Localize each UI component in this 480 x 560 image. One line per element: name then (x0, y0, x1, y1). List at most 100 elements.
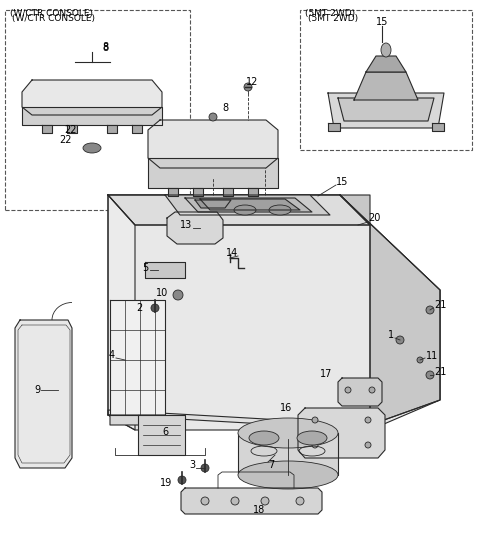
Text: 17: 17 (320, 369, 332, 379)
Text: 13: 13 (180, 220, 192, 230)
Polygon shape (108, 195, 440, 430)
Polygon shape (132, 125, 142, 133)
Circle shape (231, 497, 239, 505)
Polygon shape (148, 120, 278, 168)
Polygon shape (338, 98, 434, 121)
Polygon shape (138, 415, 185, 455)
Text: 2: 2 (136, 303, 142, 313)
Text: 5: 5 (142, 263, 148, 273)
Ellipse shape (238, 461, 338, 489)
Text: 18: 18 (253, 505, 265, 515)
Polygon shape (67, 125, 77, 133)
Circle shape (244, 83, 252, 91)
Bar (300, 10, 472, 150)
Polygon shape (165, 195, 330, 215)
Ellipse shape (297, 431, 327, 445)
Ellipse shape (238, 418, 338, 448)
Bar (5, 10, 190, 210)
Text: (W/CTR CONSOLE): (W/CTR CONSOLE) (12, 13, 95, 22)
Text: (5MT 2WD): (5MT 2WD) (305, 8, 355, 17)
Polygon shape (432, 123, 444, 131)
Polygon shape (108, 195, 370, 225)
Text: 14: 14 (226, 248, 238, 258)
Circle shape (312, 417, 318, 423)
Circle shape (201, 464, 209, 472)
Polygon shape (340, 195, 440, 425)
Text: 22: 22 (64, 125, 77, 135)
Text: 12: 12 (246, 77, 258, 87)
Polygon shape (108, 195, 135, 430)
Text: (5MT 2WD): (5MT 2WD) (308, 13, 358, 22)
Ellipse shape (249, 431, 279, 445)
Circle shape (261, 497, 269, 505)
Text: 20: 20 (368, 213, 380, 223)
Circle shape (426, 306, 434, 314)
Polygon shape (168, 188, 178, 196)
Polygon shape (338, 378, 382, 406)
Polygon shape (22, 107, 162, 125)
Text: 21: 21 (434, 367, 446, 377)
Circle shape (151, 304, 159, 312)
Text: 21: 21 (434, 300, 446, 310)
Ellipse shape (83, 143, 101, 153)
Circle shape (426, 371, 434, 379)
Circle shape (178, 476, 186, 484)
Text: 15: 15 (336, 177, 348, 187)
Polygon shape (340, 195, 440, 425)
Circle shape (396, 336, 404, 344)
Polygon shape (298, 408, 385, 458)
Text: 9: 9 (34, 385, 40, 395)
Text: 8: 8 (222, 103, 228, 113)
Polygon shape (22, 80, 162, 115)
Text: 6: 6 (162, 427, 168, 437)
Polygon shape (354, 72, 418, 100)
Ellipse shape (269, 205, 291, 215)
Polygon shape (15, 320, 72, 468)
Text: 4: 4 (109, 350, 115, 360)
Text: 19: 19 (160, 478, 172, 488)
Text: 22: 22 (60, 135, 72, 145)
Text: 8: 8 (102, 43, 108, 53)
Polygon shape (148, 158, 278, 188)
Polygon shape (193, 188, 203, 196)
Polygon shape (42, 125, 52, 133)
Polygon shape (110, 300, 165, 415)
Polygon shape (223, 188, 233, 196)
Polygon shape (366, 56, 406, 72)
Text: 3: 3 (189, 460, 195, 470)
Circle shape (296, 497, 304, 505)
Text: 16: 16 (280, 403, 292, 413)
Circle shape (417, 357, 423, 363)
Polygon shape (238, 433, 338, 475)
Polygon shape (328, 123, 340, 131)
Text: 8: 8 (102, 42, 108, 52)
Circle shape (365, 417, 371, 423)
Polygon shape (248, 188, 258, 196)
Text: 1: 1 (388, 330, 394, 340)
Ellipse shape (234, 205, 256, 215)
Polygon shape (108, 410, 370, 430)
Circle shape (173, 290, 183, 300)
Circle shape (369, 387, 375, 393)
Text: (W/CTR CONSOLE): (W/CTR CONSOLE) (10, 8, 93, 17)
Text: 7: 7 (268, 460, 274, 470)
Polygon shape (167, 212, 223, 244)
Ellipse shape (381, 43, 391, 57)
Polygon shape (108, 195, 370, 225)
Text: 15: 15 (376, 17, 388, 27)
Circle shape (209, 113, 217, 121)
Circle shape (345, 387, 351, 393)
Polygon shape (181, 488, 322, 514)
Polygon shape (110, 415, 175, 425)
Circle shape (365, 442, 371, 448)
Circle shape (312, 442, 318, 448)
Polygon shape (328, 93, 444, 128)
Polygon shape (145, 262, 185, 278)
Text: 11: 11 (426, 351, 438, 361)
Polygon shape (107, 125, 117, 133)
Text: 10: 10 (156, 288, 168, 298)
Polygon shape (195, 200, 231, 208)
Circle shape (201, 497, 209, 505)
Polygon shape (185, 198, 312, 212)
Polygon shape (200, 199, 300, 210)
